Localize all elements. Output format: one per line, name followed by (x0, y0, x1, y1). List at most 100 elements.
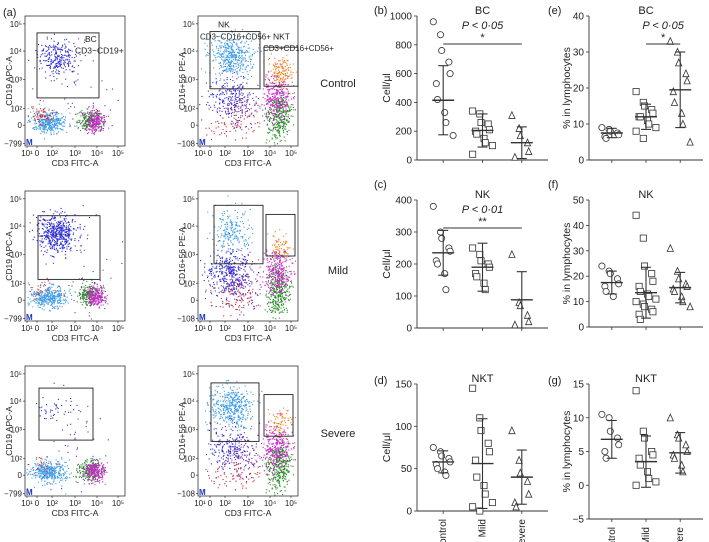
data-point (677, 108, 686, 117)
gate-1 (213, 204, 264, 265)
data-point (615, 441, 623, 449)
data-point (523, 310, 532, 319)
gate-label-nk: NK (218, 20, 230, 30)
y-tick-label: 20 (573, 272, 585, 283)
y-tick-label: 15 (573, 380, 585, 391)
y-tick-label: 10⁵ (10, 20, 22, 29)
x-tick-label: 10² (219, 499, 231, 508)
x-axis-label: CD3 FITC-A (225, 333, 272, 343)
data-point (632, 211, 640, 219)
chart-title: BC (638, 5, 653, 17)
y-tick-label: 10² (10, 104, 22, 113)
data-point (641, 262, 649, 270)
y-tick-label: 800 (395, 40, 412, 51)
data-point (508, 110, 516, 119)
y-tick-label: 10 (573, 413, 585, 424)
data-point (670, 453, 679, 462)
y-tick-label: 10⁵ (183, 20, 195, 29)
series-mild (632, 211, 660, 323)
data-point (473, 130, 481, 138)
data-point (480, 482, 488, 490)
data-point (598, 262, 606, 270)
series-mild (469, 384, 496, 515)
y-tick-label: 10 (573, 297, 585, 308)
data-point (636, 315, 644, 323)
corner-mark: M (26, 313, 33, 322)
series-severe (666, 36, 694, 146)
data-point (438, 234, 446, 242)
series-severe (666, 413, 692, 476)
data-point (652, 478, 660, 486)
data-point (433, 465, 441, 473)
y-axis-label: CD19 APC-A (4, 231, 14, 281)
x-tick-label: 10² (219, 324, 231, 333)
data-point (441, 108, 449, 116)
y-tick-label: 10⁵ (10, 370, 22, 379)
data-point (632, 88, 640, 96)
data-point (436, 31, 444, 39)
data-point (632, 481, 640, 489)
condition-label-severe: Severe (321, 428, 356, 440)
data-point (429, 18, 437, 26)
cd3-population (264, 426, 296, 496)
y-tick-label: 0 (18, 471, 23, 480)
series-severe (666, 243, 694, 311)
nkt-population (263, 48, 297, 95)
series-mild (469, 242, 494, 294)
y-tick-label: 0 (18, 296, 23, 305)
data-point (469, 503, 477, 511)
y-tick-label: 600 (395, 69, 412, 80)
cd19neg-population (27, 281, 88, 312)
y-tick-label: 0 (406, 507, 412, 518)
chart-title: NK (638, 189, 654, 201)
y-axis-label: Cell/μl (381, 249, 393, 278)
data-point (512, 502, 520, 511)
purple-population (210, 250, 277, 320)
y-tick-label: 50 (401, 464, 413, 475)
data-point (649, 308, 657, 316)
gate-1 (38, 387, 94, 441)
y-tick-label: 0 (191, 121, 196, 130)
data-point (682, 440, 690, 449)
y-tick-label: 100 (395, 422, 412, 433)
data-point (446, 70, 454, 78)
data-point (523, 476, 532, 485)
data-point (429, 443, 437, 451)
y-tick-label: 10⁴ (10, 222, 23, 231)
data-point (433, 260, 441, 268)
data-point (639, 427, 647, 435)
y-tick-label: 150 (395, 380, 412, 391)
data-point (516, 468, 525, 477)
data-point (674, 274, 683, 283)
data-point (484, 439, 492, 447)
y-tick-label: 0 (18, 121, 23, 130)
data-point (669, 87, 678, 96)
x-tick-label: 10³ (242, 149, 254, 158)
red-events (205, 284, 259, 317)
y-axis-label: % in lymphocytes (561, 223, 573, 305)
y-tick-label: 40 (573, 12, 585, 23)
chart-title: NK (475, 189, 491, 201)
series-severe (508, 426, 533, 511)
plot-frame (24, 190, 126, 322)
y-tick-label: 200 (395, 127, 412, 138)
data-point (649, 277, 657, 285)
panel-label: (g) (548, 375, 561, 387)
x-tick-label: 0 (208, 324, 213, 333)
x-tick-label: 10⁵ (112, 324, 124, 333)
data-point (485, 448, 493, 456)
data-point (641, 434, 649, 442)
chart-title: NKT (472, 373, 494, 385)
data-point (686, 137, 694, 146)
y-tick-label: 10⁵ (183, 370, 195, 379)
data-point (649, 109, 657, 117)
series-control (598, 410, 623, 462)
x-tick-label: 10² (46, 149, 58, 158)
data-point (508, 426, 516, 435)
data-point (516, 130, 525, 140)
chart-b: (b) BC 0 200 400 600 800 1000 Cell/μl *P < 0·05 (374, 5, 548, 167)
p-value: P < 0·05 (462, 20, 504, 32)
data-point (469, 107, 477, 115)
